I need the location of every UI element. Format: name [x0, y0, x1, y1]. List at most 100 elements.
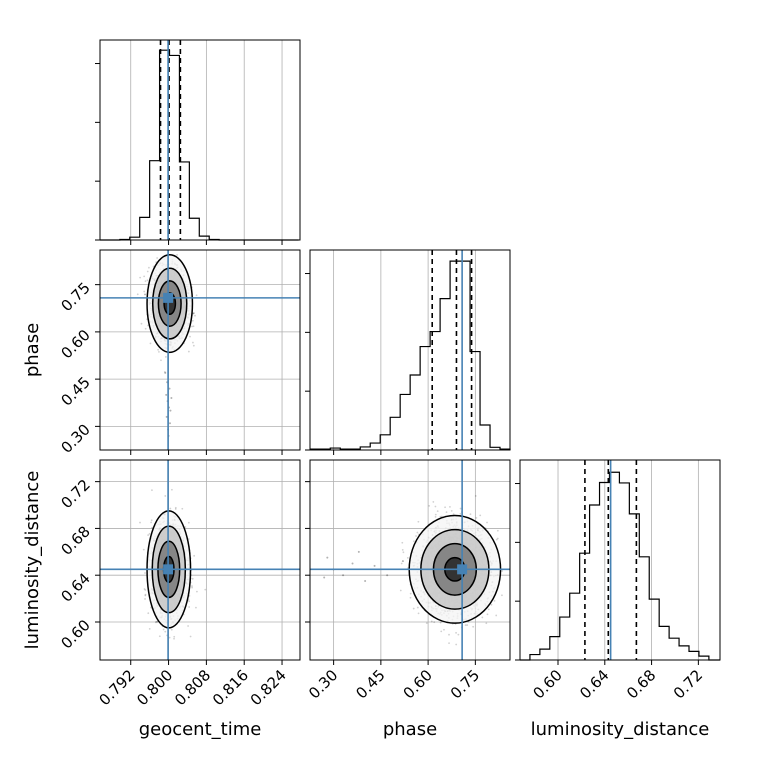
sample-point	[430, 620, 433, 623]
panel-hist-luminosity_distance: 0.60 0.64 0.68 0.72	[515, 459, 721, 702]
sample-point	[401, 548, 404, 551]
sample-point	[139, 276, 142, 279]
scatter-points	[136, 245, 198, 437]
sample-point	[436, 510, 439, 513]
panel-hist-phase	[305, 249, 511, 455]
sample-point	[191, 325, 193, 328]
sample-point	[144, 293, 147, 296]
sample-point	[164, 371, 167, 374]
sample-point	[146, 279, 149, 282]
sample-point	[402, 551, 405, 554]
sample-point	[457, 633, 460, 636]
sample-point	[170, 397, 173, 400]
sample-point	[444, 506, 446, 509]
sample-point	[481, 616, 484, 619]
sample-point	[164, 630, 167, 633]
sample-point	[459, 512, 462, 515]
sample-point	[144, 572, 146, 574]
y-tick-label: 0.72	[57, 476, 93, 512]
sample-point	[181, 507, 184, 510]
sample-point	[144, 293, 146, 296]
panel-hist-geocent_time	[95, 39, 301, 245]
sample-point	[417, 612, 420, 615]
hist-step-line	[309, 260, 511, 450]
sample-point	[485, 622, 488, 625]
sample-point	[432, 501, 435, 503]
sample-point	[144, 280, 147, 283]
sample-point	[143, 290, 146, 293]
panel-border	[99, 459, 301, 661]
sample-point	[144, 593, 147, 596]
sample-point	[147, 612, 150, 615]
panel-scatter-geocent_time-phase: 0.300.450.600.75	[57, 245, 301, 457]
sample-point	[195, 294, 198, 297]
panel-border	[99, 249, 301, 451]
sample-point	[151, 489, 153, 492]
x-tick-label: 0.824	[247, 666, 290, 709]
sample-point	[157, 348, 160, 351]
y-tick-label: 0.64	[57, 569, 93, 605]
sample-point	[147, 534, 150, 536]
sample-point	[440, 630, 443, 633]
panel-background	[100, 250, 300, 450]
panel-background	[100, 40, 300, 240]
sample-point	[496, 537, 499, 540]
panel-background	[100, 460, 300, 660]
sample-point	[416, 531, 419, 534]
panel-border	[519, 459, 721, 661]
sample-point	[184, 526, 187, 528]
x-tick-label: 0.800	[133, 666, 176, 709]
sample-point	[496, 529, 499, 532]
sample-point	[147, 324, 149, 327]
x-tick-label: 0.60	[529, 666, 565, 702]
sample-point	[150, 519, 153, 522]
sample-point	[174, 508, 177, 510]
sample-point	[459, 507, 462, 510]
sample-point	[136, 293, 139, 296]
sample-point	[434, 505, 437, 508]
sample-point	[486, 613, 489, 616]
sample-point	[143, 275, 146, 278]
sample-point	[144, 589, 147, 591]
sample-point	[204, 588, 207, 591]
sample-point	[448, 642, 450, 645]
sample-point	[472, 625, 475, 628]
sample-point	[165, 415, 168, 418]
sample-point	[191, 319, 194, 322]
panel-border	[99, 39, 301, 241]
sample-point	[193, 312, 195, 315]
sample-point	[176, 253, 178, 256]
sample-point	[148, 266, 150, 269]
x-tick-label: 0.792	[95, 666, 138, 709]
sample-point	[168, 387, 171, 390]
sample-point	[474, 495, 477, 497]
sample-point	[450, 509, 453, 512]
sample-point	[192, 312, 195, 315]
sample-point	[150, 521, 153, 524]
panel-scatter-phase-luminosity_distance: 0.30 0.45 0.60 0.75	[305, 459, 511, 702]
panel-background	[520, 460, 720, 660]
sample-point	[187, 625, 189, 627]
sample-point	[144, 598, 146, 600]
sample-point	[165, 245, 167, 247]
sample-point	[163, 370, 166, 373]
sample-point	[187, 521, 190, 524]
panel-scatter-geocent_time-luminosity_distance: 0.7920.8000.8080.8160.8240.600.640.680.7…	[57, 459, 301, 709]
sample-point	[188, 600, 191, 603]
sample-point	[466, 624, 469, 626]
sample-point	[191, 577, 194, 580]
sample-point	[164, 356, 167, 358]
x-tick-label: 0.808	[171, 666, 214, 709]
sample-point	[195, 606, 197, 609]
sample-point	[149, 342, 152, 345]
sample-point	[171, 488, 173, 491]
y-tick-label: 0.68	[57, 523, 93, 559]
sample-point	[189, 635, 192, 638]
sample-point	[196, 590, 198, 593]
sample-point	[173, 637, 175, 640]
sample-point	[162, 628, 165, 631]
sample-point	[168, 636, 171, 639]
sample-point	[174, 506, 177, 509]
sample-point	[417, 520, 420, 523]
